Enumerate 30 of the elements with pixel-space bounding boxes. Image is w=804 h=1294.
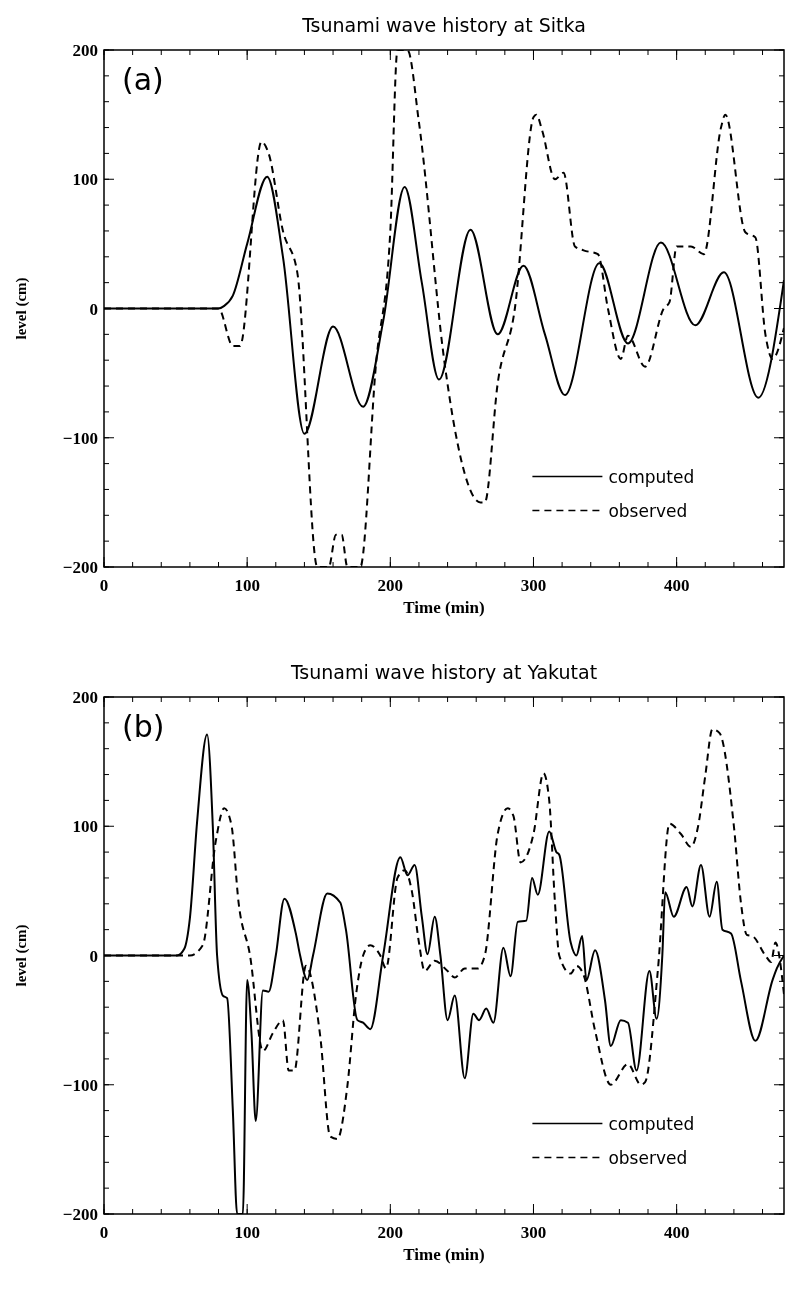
legend-label: computed (608, 466, 695, 487)
x-axis-title: Time (min) (403, 1245, 485, 1264)
legend-label: observed (608, 500, 688, 521)
y-tick-label: 0 (89, 299, 98, 319)
legend-label: observed (608, 1147, 688, 1168)
y-tick-label: −100 (62, 1075, 98, 1095)
y-tick-label: 100 (72, 817, 98, 837)
y-axis-title: level (cm) (13, 277, 30, 340)
y-tick-label: 200 (72, 688, 98, 707)
x-tick-label: 300 (520, 1223, 547, 1242)
x-tick-label: 300 (520, 576, 547, 595)
x-tick-label: 100 (234, 1223, 260, 1242)
chart-title: Tsunami wave history at Yakutat (289, 661, 598, 683)
y-tick-label: 100 (72, 170, 98, 190)
y-axis-title: level (cm) (13, 924, 30, 987)
y-tick-label: −200 (62, 1205, 98, 1224)
x-tick-label: 100 (234, 576, 260, 595)
x-tick-label: 200 (377, 1223, 404, 1242)
x-tick-label: 400 (663, 1223, 690, 1242)
x-tick-label: 400 (663, 576, 690, 595)
legend-label: computed (608, 1113, 695, 1134)
y-tick-label: 0 (89, 946, 98, 966)
y-tick-label: −100 (62, 428, 98, 448)
x-tick-label: 200 (377, 576, 404, 595)
chart-title: Tsunami wave history at Sitka (301, 14, 586, 36)
annotation: (b) (122, 709, 165, 744)
y-tick-label: −200 (62, 558, 98, 577)
y-tick-label: 200 (72, 41, 98, 60)
annotation: (a) (122, 62, 164, 97)
x-axis-title: Time (min) (403, 598, 485, 617)
